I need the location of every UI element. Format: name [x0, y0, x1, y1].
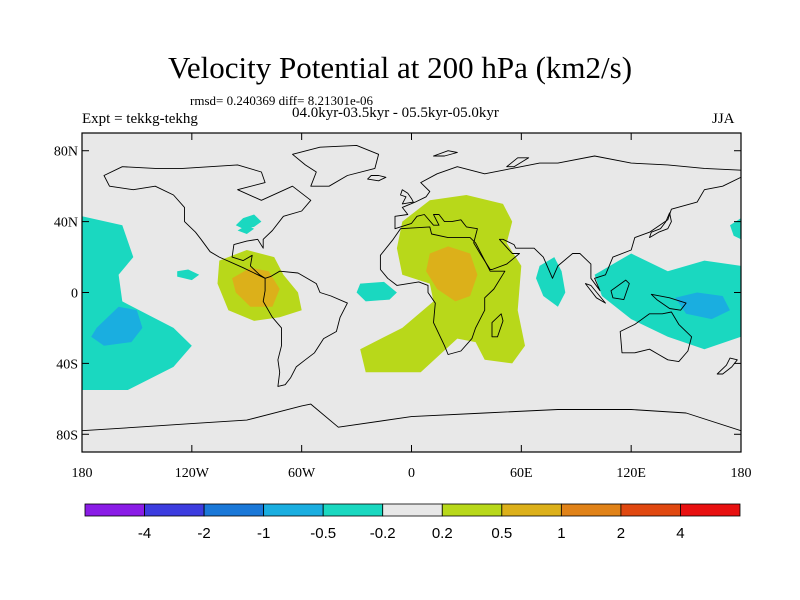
- region-pacific-west-positive: [82, 216, 192, 390]
- coast-eurasia: [394, 155, 741, 292]
- coast-sumatra: [584, 283, 606, 304]
- coast-britain: [400, 189, 414, 205]
- region-west-pacific-core: [675, 292, 730, 320]
- colorbar-swatch: [501, 503, 562, 517]
- x-tick-label: 60E: [510, 466, 533, 481]
- region-indian-ocean-blob: [536, 257, 566, 307]
- colorbar-swatch: [84, 503, 145, 517]
- region-east-pacific-north-blob: [730, 218, 741, 240]
- coast-greenland: [292, 144, 380, 187]
- colorbar-swatch: [382, 503, 443, 517]
- colorbar-label: -4: [138, 525, 151, 542]
- region-africa-core: [426, 246, 478, 302]
- axis-ticks: 180 120W 60W 0 60E 120E 180 80N 40N 0 40S 80S: [54, 133, 752, 481]
- region-mid-pacific-blob: [177, 269, 200, 281]
- contour-regions: [82, 195, 741, 390]
- colorbar-label: 4: [676, 525, 684, 542]
- region-west-pacific-positive: [594, 253, 741, 350]
- colorbar-swatch: [263, 503, 324, 517]
- colorbar-swatch: [620, 503, 681, 517]
- coast-borneo: [610, 279, 630, 301]
- coastlines: [82, 144, 741, 452]
- colorbar-swatch: [203, 503, 265, 517]
- colorbar: -4 -2 -1 -0.5 -0.2 0.2 0.5 1 2 4: [84, 503, 741, 542]
- y-tick-label: 40N: [54, 216, 78, 231]
- y-tick-label: 40S: [56, 357, 78, 372]
- colorbar-swatch: [322, 503, 384, 517]
- colorbar-swatch: [441, 503, 503, 517]
- colorbar-label: -0.5: [310, 525, 336, 542]
- coast-africa: [379, 226, 506, 355]
- coast-japan: [649, 212, 672, 239]
- colorbar-swatch: [560, 503, 622, 517]
- coast-new-zealand: [716, 357, 738, 375]
- colorbar-swatch: [144, 503, 205, 517]
- x-tick-label: 180: [72, 466, 93, 481]
- period-label: 04.0kyr-03.5kyr - 05.5kyr-05.0kyr: [292, 105, 499, 121]
- colorbar-label: 0.2: [432, 525, 453, 542]
- coast-antarctica: [82, 403, 741, 452]
- coast-svalbard: [433, 150, 458, 157]
- colorbar-label: -0.2: [370, 525, 396, 542]
- y-tick-label: 0: [71, 287, 78, 302]
- map-title: Velocity Potential at 200 hPa (km2/s): [167, 50, 633, 85]
- x-tick-label: 120W: [175, 466, 210, 481]
- y-tick-label: 80S: [56, 428, 78, 443]
- coast-novaya-zemlya: [506, 157, 530, 168]
- season-label: JJA: [712, 111, 735, 127]
- stats-subtitle: rmsd= 0.240369 diff= 8.21301e-06: [190, 93, 374, 108]
- colorbar-label: 0.5: [491, 525, 512, 542]
- experiment-label: Expt = tekkg-tekhg: [82, 111, 198, 127]
- coast-north-america: [103, 164, 312, 279]
- region-north-pacific-northeast: [235, 214, 262, 229]
- colorbar-swatch: [680, 503, 741, 517]
- colorbar-label: -1: [257, 525, 270, 542]
- x-tick-label: 0: [408, 466, 415, 481]
- region-pacific-west-core: [91, 306, 143, 346]
- x-tick-label: 120E: [616, 466, 646, 481]
- coast-south-america: [262, 270, 348, 387]
- region-south-atlantic-blob: [356, 281, 397, 302]
- x-tick-label: 60W: [288, 466, 316, 481]
- coast-iceland: [367, 175, 387, 182]
- coast-madagascar: [491, 313, 504, 338]
- y-tick-label: 80N: [54, 145, 78, 160]
- colorbar-label: 1: [557, 525, 565, 542]
- coast-new-guinea: [650, 293, 687, 311]
- region-north-atlantic-small: [237, 225, 255, 234]
- colorbar-label: -2: [197, 525, 210, 542]
- x-tick-label: 180: [731, 466, 752, 481]
- coast-australia: [619, 311, 693, 363]
- colorbar-label: 2: [617, 525, 625, 542]
